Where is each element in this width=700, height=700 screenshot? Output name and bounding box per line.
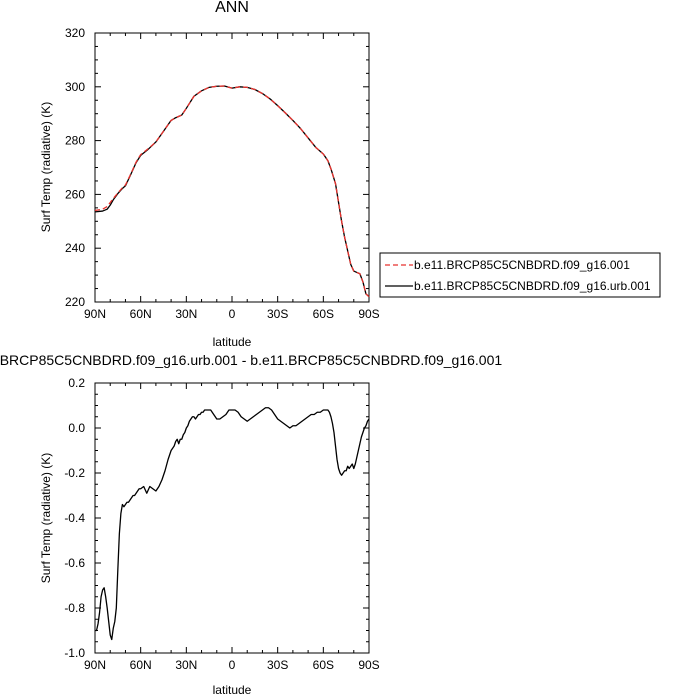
top-y-tick-label: 300 [65, 80, 85, 94]
top-y-tick-label: 320 [65, 26, 85, 40]
bottom-y-tick-label: -0.4 [64, 511, 85, 525]
top-chart-title: ANN [215, 0, 249, 16]
bottom-y-tick-label: -0.6 [64, 556, 85, 570]
bottom-x-tick-label: 30S [267, 658, 288, 672]
bottom-x-tick-label: 90N [84, 658, 106, 672]
top-x-tick-label: 0 [229, 307, 236, 321]
top-x-tick-label: 90N [84, 307, 106, 321]
legend-label-series-2: b.e11.BRCP85C5CNBDRD.f09_g16.urb.001 [414, 279, 651, 293]
bottom-y-tick-label: -0.8 [64, 601, 85, 615]
bottom-x-tick-label: 0 [229, 658, 236, 672]
top-series-line-1 [94, 85, 370, 298]
bottom-plot-frame [94, 382, 370, 654]
bottom-y-tick-label: 0.0 [68, 421, 85, 435]
top-y-tick-label: 240 [65, 241, 85, 255]
top-y-axis-label: Surf Temp (radiative) (K) [39, 102, 53, 232]
bottom-y-tick-label: -0.2 [64, 466, 85, 480]
top-plot-frame [94, 32, 370, 303]
top-y-tick-label: 260 [65, 187, 85, 201]
top-series-lines [94, 85, 370, 298]
bottom-y-tick-label: -1.0 [64, 646, 85, 660]
top-x-tick-label: 30N [175, 307, 197, 321]
legend-box [379, 252, 661, 298]
bottom-series-lines [95, 407, 370, 641]
top-y-tick-label: 220 [65, 295, 85, 309]
bottom-y-axis: -1.0 -0.8 -0.6 -0.4 -0.2 0.0 0.2 [64, 376, 369, 660]
bottom-series-line-1 [95, 407, 370, 641]
top-series-line-2 [94, 85, 370, 298]
top-x-tick-label: 90S [358, 307, 379, 321]
bottom-x-axis-label: latitude [213, 683, 252, 697]
bottom-x-tick-label: 90S [358, 658, 379, 672]
top-x-tick-label: 60S [313, 307, 334, 321]
bottom-x-tick-label: 30N [175, 658, 197, 672]
bottom-x-tick-label: 60N [130, 658, 152, 672]
bottom-y-tick-label: 0.2 [68, 376, 85, 390]
top-y-tick-label: 280 [65, 134, 85, 148]
bottom-x-tick-label: 60S [313, 658, 334, 672]
top-x-axis-label: latitude [213, 335, 252, 349]
bottom-x-axis: 90N 60N 30N 0 30S 60S 90S [84, 383, 380, 672]
top-x-axis: 90N 60N 30N 0 30S 60S 90S [84, 33, 380, 321]
bottom-y-axis-label: Surf Temp (radiative) (K) [39, 453, 53, 583]
legend-label-series-1: b.e11.BRCP85C5CNBDRD.f09_g16.001 [414, 258, 630, 272]
bottom-panel: b.e11.BRCP85C5CNBDRD.f09_g16.urb.001 - b… [0, 352, 502, 697]
top-y-axis: 220 240 260 280 300 320 [65, 26, 369, 309]
top-x-tick-label: 60N [130, 307, 152, 321]
legend: b.e11.BRCP85C5CNBDRD.f09_g16.001 b.e11.B… [379, 252, 661, 298]
bottom-chart-title: b.e11.BRCP85C5CNBDRD.f09_g16.urb.001 - b… [0, 352, 502, 368]
top-x-tick-label: 30S [267, 307, 288, 321]
